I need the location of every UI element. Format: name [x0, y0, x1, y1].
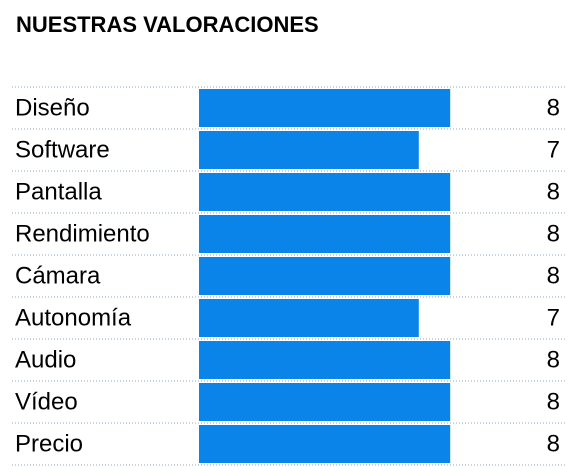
bar — [199, 341, 451, 379]
chart-title: NUESTRAS VALORACIONES — [16, 12, 319, 37]
category-label: Rendimiento — [15, 220, 150, 247]
category-label: Audio — [15, 346, 76, 373]
value-label: 8 — [547, 388, 560, 415]
bar — [199, 131, 419, 169]
value-label: 7 — [547, 304, 560, 331]
value-label: 8 — [547, 430, 560, 457]
value-label: 8 — [547, 220, 560, 247]
value-label: 8 — [547, 346, 560, 373]
value-label: 8 — [547, 178, 560, 205]
category-label: Diseño — [15, 94, 90, 121]
bar — [199, 215, 451, 253]
category-label: Software — [15, 136, 110, 163]
value-label: 7 — [547, 136, 560, 163]
bar — [199, 299, 419, 337]
category-label: Autonomía — [15, 304, 132, 331]
value-label: 8 — [547, 94, 560, 121]
category-label: Cámara — [15, 262, 101, 289]
category-label: Vídeo — [15, 388, 78, 415]
bar — [199, 173, 451, 211]
bar — [199, 89, 451, 127]
value-label: 8 — [547, 262, 560, 289]
bar — [199, 257, 451, 295]
bar — [199, 425, 451, 463]
category-label: Pantalla — [15, 178, 102, 205]
bar — [199, 383, 451, 421]
category-label: Precio — [15, 430, 83, 457]
